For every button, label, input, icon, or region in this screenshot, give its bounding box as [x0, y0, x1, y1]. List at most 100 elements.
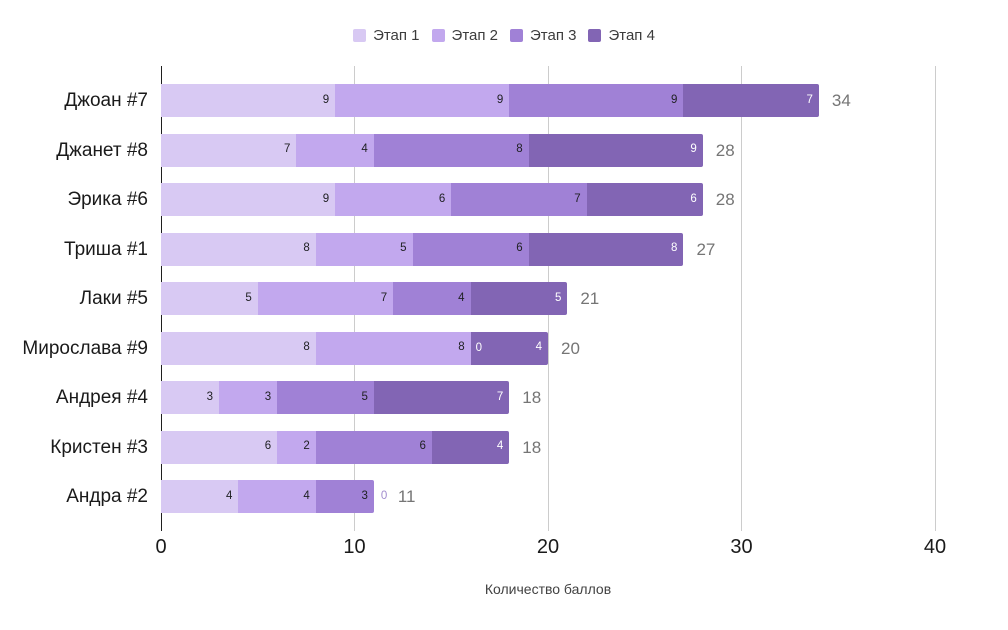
bar-value-label: 4 [535, 341, 542, 354]
bar-segment-stage-2[interactable]: 4 [296, 133, 374, 167]
x-tick-label: 30 [730, 536, 753, 558]
bar-segment-stage-2[interactable]: 4 [238, 480, 316, 513]
bar-total-label: 20 [561, 338, 580, 358]
legend-swatch-icon [510, 29, 523, 42]
legend-item-stage-3[interactable]: Этап 3 [510, 28, 576, 43]
bar-segment-stage-2[interactable]: 3 [219, 381, 278, 414]
bar-value-label: 8 [303, 341, 310, 354]
chart-legend: Этап 1 Этап 2 Этап 3 Этап 4 [0, 28, 1008, 43]
legend-item-label: Этап 1 [373, 27, 420, 44]
bar-segment-stage-1[interactable]: 9 [161, 183, 336, 216]
category-label: Андра #2 [66, 486, 148, 507]
bar-value-label: 6 [419, 440, 426, 453]
bar-value-label: 3 [264, 390, 272, 403]
bar-segment-stage-1[interactable]: 4 [161, 480, 239, 513]
bar-segment-stage-3[interactable]: 8 [373, 133, 529, 167]
legend-swatch-icon [588, 29, 602, 42]
bar-value-label: 6 [516, 242, 523, 255]
bar-segment-stage-4[interactable]: 6 [586, 183, 703, 216]
gridline [934, 66, 936, 531]
bar-value-label: 3 [361, 489, 368, 502]
bar-total-label: 28 [715, 190, 735, 209]
bar-value-label: 8 [516, 143, 523, 156]
bar-segment-stage-2[interactable]: 2 [277, 430, 316, 464]
bar-value-label: 4 [458, 291, 465, 304]
bar-value-label: 9 [671, 93, 678, 106]
legend-item-label: Этап 4 [608, 27, 655, 44]
category-label: Джанет #8 [56, 139, 148, 161]
bar-total-label: 28 [715, 140, 735, 160]
bar-value-label: 9 [322, 93, 330, 106]
bar-value-label: 5 [400, 242, 407, 255]
bar-segment-stage-4[interactable]: 9 [528, 133, 703, 167]
bar-segment-stage-3[interactable]: 9 [509, 84, 684, 117]
legend-item-stage-2[interactable]: Этап 2 [431, 27, 498, 44]
legend-item-label: Этап 3 [530, 27, 577, 44]
bar-value-label: 5 [361, 390, 368, 403]
bar-segment-stage-2[interactable]: 9 [335, 84, 510, 117]
legend-swatch-icon [353, 29, 367, 42]
category-label: Мирослава #9 [22, 337, 148, 359]
bar-segment-stage-2[interactable]: 6 [335, 183, 452, 216]
x-tick-label: 40 [923, 536, 947, 558]
category-label: Эрика #6 [67, 189, 148, 210]
x-tick-label: 20 [536, 536, 560, 558]
gridline [741, 66, 742, 531]
bar-segment-stage-4[interactable]: 5 [470, 282, 568, 315]
bar-value-zero-label: 0 [475, 341, 482, 354]
bar-value-label: 7 [284, 143, 291, 156]
bar-segment-stage-3[interactable]: 6 [412, 232, 529, 266]
bar-segment-stage-4[interactable]: 7 [373, 381, 510, 414]
bar-value-label: 9 [496, 93, 504, 106]
category-label: Лаки #5 [79, 288, 148, 309]
bar-segment-stage-1[interactable]: 9 [161, 84, 336, 117]
category-label: Триша #1 [64, 238, 148, 260]
bar-segment-stage-3[interactable]: 3 [315, 480, 374, 513]
bar-value-label: 7 [574, 192, 581, 205]
bar-value-label: 9 [322, 192, 330, 205]
bar-value-label: 4 [225, 489, 233, 502]
bar-value-label: 8 [303, 242, 310, 255]
bar-segment-stage-2[interactable]: 7 [257, 282, 394, 315]
bar-value-label: 7 [380, 291, 388, 304]
bar-segment-stage-4[interactable]: 7 [683, 84, 819, 117]
bar-segment-stage-3[interactable]: 6 [315, 430, 432, 464]
bar-value-label: 5 [245, 291, 252, 304]
bar-segment-stage-3[interactable]: 4 [393, 282, 471, 315]
legend-item-stage-4[interactable]: Этап 4 [588, 27, 655, 44]
bar-value-label: 4 [361, 143, 368, 156]
category-label: Андрея #4 [55, 387, 148, 408]
category-label: Джоан #7 [64, 90, 148, 111]
bar-total-label: 21 [580, 289, 600, 308]
bar-segment-stage-1[interactable]: 3 [161, 381, 220, 414]
bar-segment-stage-4[interactable]: 4 [470, 331, 548, 365]
bar-segment-stage-3[interactable]: 7 [451, 183, 587, 216]
legend-swatch-icon [431, 29, 445, 42]
bar-segment-stage-3[interactable]: 5 [277, 381, 374, 414]
bar-segment-stage-2[interactable]: 5 [315, 232, 413, 266]
bar-value-label: 6 [690, 192, 697, 205]
bar-value-label: 3 [206, 390, 214, 403]
bar-segment-stage-1[interactable]: 8 [161, 232, 316, 266]
bar-value-label: 4 [496, 440, 504, 453]
bar-value-label: 2 [303, 440, 310, 453]
bar-segment-stage-4[interactable]: 8 [528, 232, 684, 266]
x-axis-title: Количество баллов [484, 581, 612, 597]
bar-value-label: 8 [671, 242, 678, 255]
bar-total-label: 11 [397, 487, 416, 506]
bar-segment-stage-4[interactable]: 4 [431, 430, 510, 464]
bar-segment-stage-1[interactable]: 8 [161, 331, 316, 365]
bar-segment-stage-2[interactable]: 8 [315, 331, 471, 365]
x-tick-label: 10 [343, 536, 366, 558]
bar-value-zero-label: 0 [380, 490, 388, 502]
bar-value-label: 5 [554, 291, 562, 304]
category-label: Кристен #3 [50, 436, 148, 458]
bar-segment-stage-1[interactable]: 5 [161, 282, 258, 315]
legend-item-stage-1[interactable]: Этап 1 [353, 27, 420, 44]
bar-total-label: 34 [831, 91, 851, 110]
x-tick-label: 0 [155, 536, 167, 558]
bar-segment-stage-1[interactable]: 6 [161, 430, 278, 464]
bar-segment-stage-1[interactable]: 7 [161, 133, 297, 167]
legend-item-label: Этап 2 [451, 27, 498, 44]
